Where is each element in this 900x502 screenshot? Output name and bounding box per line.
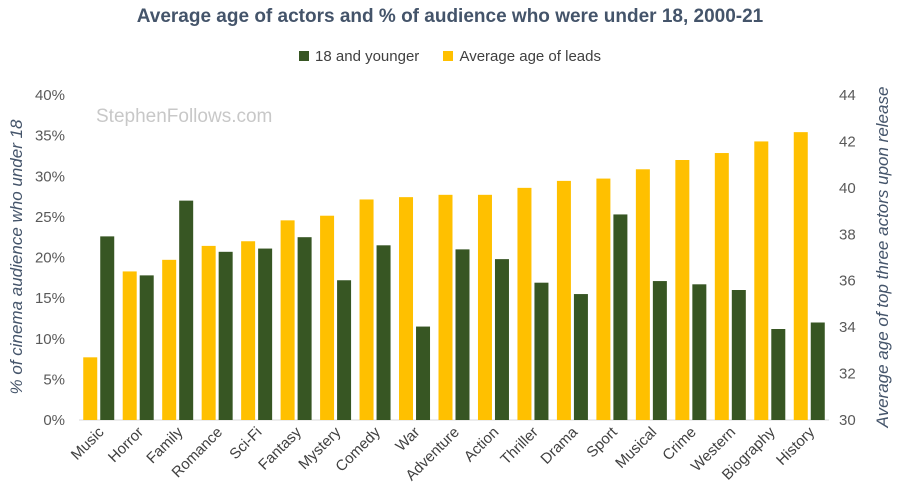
bar-under-18-thriller: [534, 282, 549, 420]
bar-under-18-drama: [573, 294, 588, 420]
bar-under-18-war: [416, 326, 431, 420]
y-tick-right-3: 36: [839, 273, 856, 290]
y-tick-right-6: 42: [839, 133, 856, 150]
y-tick-right-4: 38: [839, 226, 856, 243]
bars-group: [79, 132, 829, 421]
bar-average-age-family: [162, 259, 177, 420]
legend-label-under-18: 18 and younger: [315, 48, 420, 65]
bar-under-18-biography: [771, 329, 786, 420]
y-tick-left-3: 15%: [35, 290, 65, 307]
bar-under-18-sport: [613, 214, 628, 420]
category-label-musical: Musical: [612, 424, 660, 472]
bar-average-age-romance: [201, 245, 216, 420]
category-label-comedy: Comedy: [332, 423, 384, 475]
bar-under-18-horror: [139, 275, 154, 420]
bar-average-age-crime: [675, 160, 690, 420]
y-tick-left-1: 5%: [43, 371, 65, 388]
bar-average-age-history: [793, 132, 808, 420]
bar-under-18-western: [731, 290, 746, 420]
y-tick-left-6: 30%: [35, 168, 65, 185]
y-tick-left-2: 10%: [35, 331, 65, 348]
bar-average-age-drama: [556, 180, 571, 420]
bar-average-age-musical: [635, 169, 650, 420]
bar-average-age-western: [714, 153, 729, 421]
category-label-drama: Drama: [537, 423, 581, 467]
category-label-music: Music: [68, 423, 108, 463]
ticks-group: 0% 5% 10% 15% 20% 25% 30% 35% 40% 30 32 34 36 38 40 42 4…: [35, 87, 856, 429]
category-label-action: Action: [461, 424, 503, 466]
y-tick-right-1: 32: [839, 366, 856, 383]
category-label-war: War: [392, 424, 423, 455]
legend-label-average-age: Average age of leads: [459, 48, 601, 65]
bar-under-18-action: [494, 259, 509, 420]
y-tick-left-0: 0%: [43, 412, 65, 429]
bar-average-age-adventure: [438, 194, 453, 420]
bar-under-18-comedy: [376, 245, 391, 420]
y-axis-title-left: % of cinema audience who under 18: [7, 119, 26, 395]
bar-under-18-crime: [692, 284, 707, 420]
chart-title: Average age of actors and % of audience …: [136, 6, 764, 27]
category-label-thriller: Thriller: [497, 424, 541, 468]
bar-under-18-adventure: [455, 249, 470, 420]
y-axis-title-right: Average age of top three actors upon rel…: [873, 87, 892, 429]
bar-under-18-fantasy: [297, 237, 312, 420]
bar-under-18-history: [810, 322, 825, 420]
category-label-horror: Horror: [105, 424, 147, 466]
y-tick-right-2: 34: [839, 319, 856, 336]
bar-average-age-thriller: [517, 187, 532, 420]
bar-average-age-action: [477, 194, 492, 420]
legend-item-under-18: 18 and younger: [299, 48, 419, 65]
legend: 18 and younger Average age of leads: [0, 48, 900, 65]
y-tick-left-5: 25%: [35, 209, 65, 226]
y-tick-right-0: 30: [839, 412, 856, 429]
legend-item-average-age: Average age of leads: [443, 48, 601, 65]
bar-average-age-sci-fi: [241, 241, 256, 420]
bar-under-18-sci-fi: [258, 248, 273, 420]
y-tick-left-7: 35%: [35, 128, 65, 145]
bar-average-age-horror: [122, 271, 137, 420]
legend-swatch-average-age: [443, 51, 454, 61]
y-tick-right-7: 44: [839, 87, 856, 104]
bar-under-18-music: [100, 236, 115, 420]
bar-average-age-mystery: [320, 215, 335, 420]
watermark: StephenFollows.com: [96, 106, 273, 127]
bar-under-18-family: [179, 200, 194, 420]
bar-average-age-music: [83, 357, 98, 420]
bar-average-age-comedy: [359, 199, 374, 420]
category-label-fantasy: Fantasy: [255, 423, 305, 473]
bar-average-age-biography: [754, 141, 769, 420]
y-tick-left-8: 40%: [35, 87, 65, 104]
legend-swatch-under-18: [299, 51, 310, 61]
bar-average-age-fantasy: [280, 220, 295, 420]
bar-under-18-musical: [652, 281, 667, 420]
category-label-history: History: [773, 423, 818, 468]
y-tick-right-5: 40: [839, 180, 856, 197]
bar-under-18-mystery: [337, 280, 352, 420]
bar-average-age-war: [399, 197, 414, 420]
bar-under-18-romance: [218, 251, 233, 420]
bar-average-age-sport: [596, 178, 611, 420]
y-tick-left-4: 20%: [35, 250, 65, 267]
